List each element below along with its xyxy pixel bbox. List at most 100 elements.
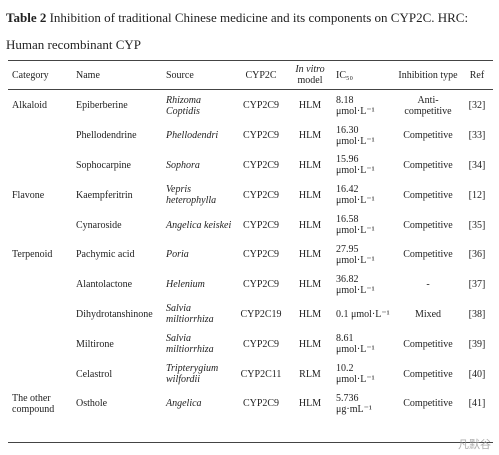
- table-caption: Table 2 Inhibition of traditional Chines…: [6, 4, 491, 58]
- bottom-rule: [8, 442, 493, 443]
- ic50-unit: μmol·L⁻¹: [336, 254, 375, 266]
- column-header: In vitro model: [290, 61, 330, 89]
- ic50-value: 16.42: [336, 184, 359, 196]
- ref-cell: [37]: [468, 279, 486, 291]
- column-header: IC₅₀: [336, 69, 353, 81]
- ref-cell: [41]: [468, 398, 486, 410]
- inhibition-cell: Competitive: [403, 338, 453, 350]
- ic50-cell: 27.95 μmol·L⁻¹: [336, 240, 396, 270]
- column-header: Category: [12, 69, 49, 81]
- enzyme-cell: CYP2C9: [242, 130, 280, 142]
- enzyme-cell: CYP2C9: [242, 279, 280, 291]
- ic50-cell: 8.18 μmol·L⁻¹: [336, 91, 396, 121]
- name-cell: Epiberberine: [76, 100, 128, 112]
- ic50-value: 8.18: [336, 94, 354, 106]
- source-cell: Salvia miltiorrhiza: [166, 303, 214, 326]
- ref-cell: [34]: [468, 159, 486, 171]
- ic50-text: 16.58 μmol·L⁻¹: [336, 214, 392, 236]
- ic50-text: 5.736 μg·mL⁻¹: [336, 393, 392, 415]
- ref-cell: [32]: [468, 100, 486, 112]
- column-header-text: model: [297, 75, 323, 86]
- ic50-value: 16.58: [336, 214, 359, 226]
- inhibition-cell: Competitive: [403, 249, 453, 261]
- ref-cell: [38]: [468, 308, 486, 320]
- table-label: Table 2: [6, 10, 47, 25]
- source-cell: Salvia miltiorrhiza: [166, 333, 214, 356]
- source-cell: Phellodendri: [166, 130, 219, 142]
- enzyme-cell: CYP2C9: [242, 249, 280, 261]
- source-cell: Helenium: [166, 279, 205, 291]
- inhibition-cell: Anti-competitive: [404, 94, 452, 117]
- model-cell: HLM: [298, 159, 322, 171]
- model-cell: HLM: [298, 279, 322, 291]
- inhibition-cell: Competitive: [403, 130, 453, 142]
- inhibition-cell: -: [426, 279, 430, 291]
- enzyme-cell: CYP2C9: [242, 398, 280, 410]
- ic50-unit: μmol·L⁻¹: [336, 195, 375, 207]
- ic50-value: 15.96: [336, 154, 359, 166]
- name-cell: Alantolactone: [76, 279, 133, 291]
- source-cell: Sophora: [166, 159, 200, 171]
- column-header: CYP2C: [245, 69, 277, 81]
- header-rule: [8, 89, 493, 90]
- ic50-text: 15.96 μmol·L⁻¹: [336, 154, 392, 176]
- ic50-cell: 10.2 μmol·L⁻¹: [336, 359, 396, 389]
- enzyme-cell: CYP2C9: [242, 338, 280, 350]
- ref-cell: [12]: [468, 189, 486, 201]
- top-rule: [8, 60, 493, 61]
- ic50-cell: 36.82 μmol·L⁻¹: [336, 270, 396, 300]
- inhibition-cell: Competitive: [403, 189, 453, 201]
- name-cell: Dihydrotanshinone: [76, 308, 153, 320]
- model-cell: HLM: [298, 398, 322, 410]
- enzyme-cell: CYP2C19: [240, 308, 282, 320]
- name-cell: Osthole: [76, 398, 108, 410]
- ref-cell: [40]: [468, 368, 486, 380]
- name-cell: Celastrol: [76, 368, 113, 380]
- name-cell: Cynaroside: [76, 219, 122, 231]
- source-cell: Rhizoma Coptidis: [166, 94, 201, 117]
- ic50-value: 8.61: [336, 333, 354, 345]
- ref-cell: [39]: [468, 338, 486, 350]
- ic50-text: 36.82 μmol·L⁻¹: [336, 274, 392, 296]
- ic50-unit: μmol·L⁻¹: [336, 135, 375, 147]
- ic50-value: 27.95: [336, 243, 359, 255]
- inhibition-cell: Competitive: [403, 368, 453, 380]
- source-cell: Angelica keiskei: [166, 219, 232, 231]
- ic50-value: 36.82: [336, 273, 359, 285]
- inhibition-cell: Mixed: [414, 308, 442, 320]
- enzyme-cell: CYP2C9: [242, 100, 280, 112]
- ic50-text: 8.61 μmol·L⁻¹: [336, 333, 392, 355]
- enzyme-cell: CYP2C9: [242, 189, 280, 201]
- model-cell: HLM: [298, 130, 322, 142]
- name-cell: Sophocarpine: [76, 159, 131, 171]
- ref-cell: [36]: [468, 249, 486, 261]
- category-cell: Flavone: [12, 189, 45, 201]
- column-header: Source: [166, 69, 194, 81]
- ic50-value: 5.736: [336, 392, 359, 404]
- model-cell: HLM: [298, 219, 322, 231]
- model-cell: HLM: [298, 100, 322, 112]
- ic50-cell: 0.1 μmol·L⁻¹: [336, 300, 396, 330]
- ic50-unit: μg·mL⁻¹: [336, 403, 372, 415]
- ic50-unit: μmol·L⁻¹: [336, 105, 375, 117]
- column-header: Inhibition type: [398, 69, 458, 81]
- watermark: 凡默谷: [458, 438, 491, 451]
- source-cell: Tripterygium wilfordii: [166, 363, 219, 386]
- model-cell: RLM: [299, 368, 321, 380]
- inhibition-cell: Competitive: [403, 398, 453, 410]
- ic50-unit: μmol·L⁻¹: [336, 165, 375, 177]
- column-header: Name: [76, 69, 100, 81]
- ref-cell: [33]: [468, 130, 486, 142]
- model-cell: HLM: [298, 308, 322, 320]
- enzyme-cell: CYP2C9: [242, 159, 280, 171]
- ic50-text: 8.18 μmol·L⁻¹: [336, 95, 392, 117]
- name-cell: Phellodendrine: [76, 130, 137, 142]
- ic50-unit: μmol·L⁻¹: [336, 374, 375, 386]
- model-cell: HLM: [298, 338, 322, 350]
- ic50-cell: 15.96 μmol·L⁻¹: [336, 151, 396, 181]
- ic50-unit: μmol·L⁻¹: [336, 344, 375, 356]
- ic50-text: 27.95 μmol·L⁻¹: [336, 244, 392, 266]
- ic50-text: 0.1 μmol·L⁻¹: [336, 309, 392, 320]
- source-cell: Poria: [166, 249, 189, 261]
